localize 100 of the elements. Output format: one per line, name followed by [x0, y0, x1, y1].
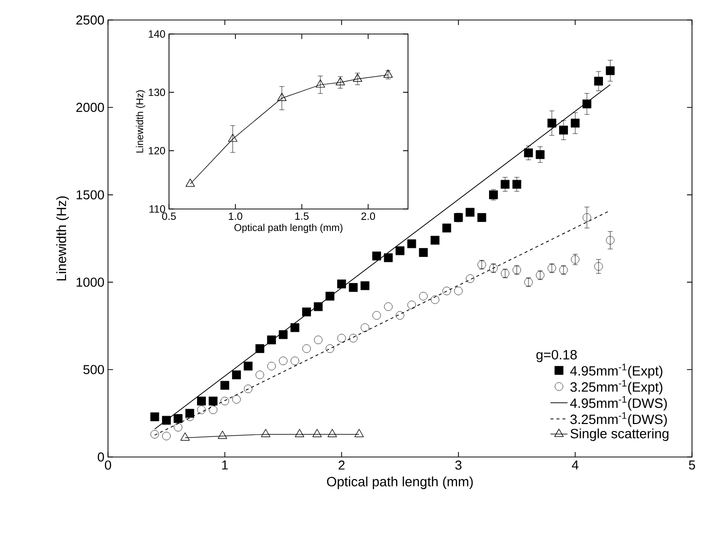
point [312, 428, 322, 438]
y-axis-title: Linewidth (Hz) [56, 196, 69, 280]
point [174, 414, 182, 423]
y-tick-label: 2500 [76, 15, 104, 25]
y-tick-label: 140 [148, 30, 166, 38]
point [442, 286, 451, 296]
point [336, 77, 345, 86]
point [349, 334, 358, 342]
point [396, 246, 404, 256]
point [594, 262, 603, 271]
point [384, 253, 393, 262]
point [290, 356, 300, 366]
point [220, 396, 229, 406]
point [418, 248, 428, 257]
point [174, 423, 182, 432]
point [162, 432, 171, 440]
point [500, 180, 510, 189]
y-tick-label: 1000 [76, 278, 104, 287]
point [430, 236, 440, 245]
point [582, 213, 592, 222]
point [197, 406, 206, 414]
point [337, 334, 346, 342]
point [314, 302, 323, 312]
x-tick-label: 1 [222, 460, 228, 470]
point [294, 428, 304, 438]
point [606, 236, 614, 244]
x-tick-label: 1.5 [295, 212, 309, 220]
x-tick-label: 0.5 [162, 212, 176, 220]
point [512, 180, 522, 189]
point [208, 396, 218, 406]
point [352, 74, 362, 82]
point [302, 308, 311, 316]
point [302, 344, 311, 353]
point [396, 311, 404, 320]
y-tick-label: 130 [148, 88, 166, 96]
point [360, 323, 370, 332]
point [559, 126, 568, 135]
point [208, 406, 218, 414]
point [372, 252, 382, 260]
point [290, 323, 300, 332]
point [267, 362, 276, 370]
x-tick-label: 2 [338, 460, 345, 470]
point [326, 344, 334, 353]
point [244, 384, 252, 394]
point [180, 432, 190, 441]
point [218, 430, 228, 439]
x-tick-label: 0 [104, 460, 112, 470]
point [407, 300, 416, 310]
point [244, 362, 253, 370]
x-tick-label: 4 [572, 460, 578, 470]
point [277, 92, 286, 101]
point [150, 430, 159, 438]
point [186, 178, 195, 187]
x-tick-label: 3 [455, 460, 462, 470]
point [419, 292, 428, 300]
point [255, 344, 264, 354]
point [162, 416, 171, 425]
x-tick-label: 2.0 [361, 212, 376, 220]
point [524, 148, 533, 158]
x-tick-label: 1.0 [228, 212, 242, 220]
legend-title: g=0.18 [536, 350, 577, 362]
y-tick-label: 500 [83, 365, 104, 374]
point [232, 395, 241, 404]
point [372, 311, 381, 320]
point [536, 150, 545, 159]
point [466, 208, 474, 217]
legend-label: Single scattering [570, 428, 668, 442]
y-tick-label: 110 [150, 205, 166, 213]
point [150, 412, 160, 422]
point [360, 281, 370, 290]
point [547, 118, 556, 128]
point [220, 380, 230, 390]
y-axis-title: Linewidth (Hz) [136, 90, 146, 153]
legend-label: 3.25mm$^{-1}$(Expt) [570, 380, 662, 394]
point [594, 76, 603, 86]
point [328, 428, 337, 438]
point [256, 370, 264, 380]
point [570, 118, 580, 128]
point [337, 280, 346, 288]
point [466, 274, 474, 283]
point [348, 283, 358, 292]
point [454, 286, 463, 296]
y-tick-label: 1500 [76, 190, 104, 200]
point [279, 356, 288, 366]
point [354, 428, 364, 438]
point [197, 396, 206, 406]
x-tick-label: 5 [688, 460, 696, 470]
legend-label: 4.95mm$^{-1}$(Expt) [570, 364, 662, 378]
legend-label: 3.25mm$^{-1}$(DWS) [570, 412, 667, 427]
point [267, 335, 276, 344]
point [261, 428, 270, 438]
point [430, 295, 440, 304]
y-tick-label: 120 [148, 146, 166, 154]
point [582, 100, 592, 108]
point [384, 302, 393, 311]
point [316, 79, 325, 88]
point [228, 134, 238, 142]
point [442, 224, 452, 232]
point [383, 70, 393, 78]
y-tick-label: 0 [98, 452, 104, 462]
